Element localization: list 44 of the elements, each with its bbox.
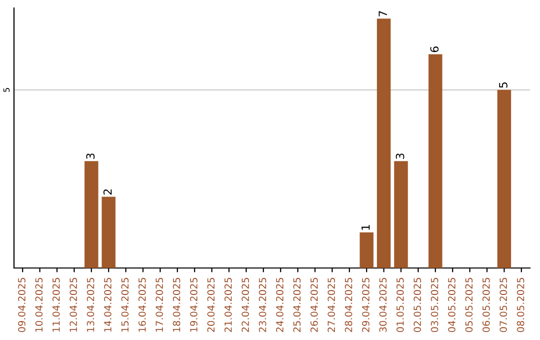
- x-tick-label: 23.04.2025: [258, 278, 266, 332]
- x-tick-label: 08.05.2025: [516, 278, 524, 332]
- x-tick-label: 11.04.2025: [52, 278, 60, 332]
- x-tick-label: 06.05.2025: [482, 278, 490, 332]
- data-label: 3: [86, 154, 95, 159]
- data-label: 1: [362, 224, 370, 230]
- bar: [428, 54, 442, 268]
- x-tick-label: 13.04.2025: [86, 278, 94, 332]
- x-tick-label: 20.04.2025: [207, 278, 215, 332]
- x-tick-label: 21.04.2025: [224, 278, 232, 332]
- x-tick-label: 03.05.2025: [430, 278, 438, 332]
- x-tick-label: 25.04.2025: [293, 278, 301, 332]
- x-tick-label: 01.05.2025: [396, 278, 404, 332]
- data-label: 6: [430, 46, 439, 52]
- x-tick-label: 29.04.2025: [362, 278, 370, 332]
- bar: [84, 161, 98, 268]
- x-tick-label: 28.04.2025: [344, 278, 352, 332]
- x-tick-label: 22.04.2025: [242, 278, 250, 332]
- x-tick-label: 30.04.2025: [379, 278, 387, 332]
- x-tick-label: 10.04.2025: [35, 278, 43, 332]
- bar: [360, 232, 374, 268]
- x-tick-label: 17.04.2025: [156, 278, 164, 332]
- bar: [394, 161, 408, 268]
- x-tick-label: 27.04.2025: [328, 278, 336, 332]
- x-tick-label: 09.04.2025: [18, 278, 26, 332]
- x-tick-label: 26.04.2025: [310, 278, 318, 332]
- x-tick-label: 24.04.2025: [276, 278, 284, 332]
- data-label: 2: [103, 189, 112, 195]
- data-label: 7: [378, 11, 387, 16]
- x-tick-label: 15.04.2025: [121, 278, 129, 332]
- x-tick-label: 05.05.2025: [465, 278, 473, 332]
- bar: [102, 196, 116, 268]
- x-tick-label: 04.05.2025: [448, 278, 456, 332]
- x-tick-label: 02.05.2025: [414, 278, 422, 332]
- data-label: 5: [499, 82, 508, 88]
- x-tick-label: 16.04.2025: [138, 278, 146, 332]
- x-tick-label: 07.05.2025: [500, 278, 508, 332]
- x-tick-label: 14.04.2025: [104, 278, 112, 332]
- data-label: 3: [396, 154, 404, 159]
- bar: [497, 90, 512, 268]
- bar: [376, 18, 391, 268]
- x-tick-label: 12.04.2025: [70, 278, 78, 332]
- x-tick-label: 18.04.2025: [172, 278, 180, 332]
- x-tick-label: 19.04.2025: [190, 278, 198, 332]
